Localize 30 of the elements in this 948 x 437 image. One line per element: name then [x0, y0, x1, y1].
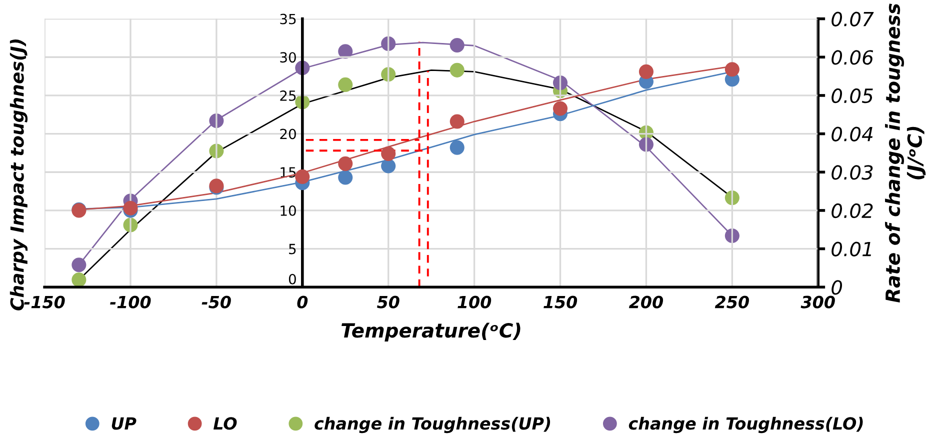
- x-tick-label: 250: [714, 296, 749, 308]
- legend-label: LO: [214, 417, 237, 430]
- x-tick-label: 50: [376, 296, 400, 308]
- y-tick-label: 5: [289, 244, 296, 254]
- y-tick-label: 30: [280, 52, 296, 63]
- y2-tick-label: 0.07: [832, 12, 874, 26]
- y2-tick-label: 0.02: [832, 203, 873, 218]
- legend-label: change in Toughness(UP): [314, 416, 550, 434]
- y2-tick-label: 0.03: [832, 165, 873, 180]
- y-tick-label: 20: [280, 128, 296, 140]
- y-tick-label: 0: [288, 274, 296, 284]
- legend-label: change in Toughness(LO): [628, 416, 863, 434]
- y2-tick-label: 0.04: [832, 126, 873, 142]
- y-tick-label: 25: [280, 90, 296, 101]
- x-tick-label: 100: [458, 296, 492, 308]
- y2-tick-label: 0.06: [832, 50, 874, 65]
- x-tick-label: 150: [544, 296, 578, 308]
- y2-tick-label: 0.05: [832, 88, 873, 104]
- x-axis-title: Temperature(ᵒC): [342, 322, 520, 342]
- x-tick-label: 300: [800, 296, 835, 308]
- x-tick-label: -100: [110, 296, 151, 308]
- x-tick-label: 0: [297, 296, 308, 308]
- y2-axis-title: Rate of change in tougness (J/ᵒC): [885, 4, 926, 303]
- legend-label: UP: [112, 417, 136, 430]
- y2-tick-label: 0: [832, 280, 842, 295]
- x-tick-label: -50: [202, 296, 231, 308]
- x-tick-label: 200: [628, 296, 664, 308]
- y-tick-label: 10: [280, 205, 296, 216]
- y-tick-label: 35: [280, 14, 296, 24]
- y2-tick-label: 0.01: [832, 242, 871, 256]
